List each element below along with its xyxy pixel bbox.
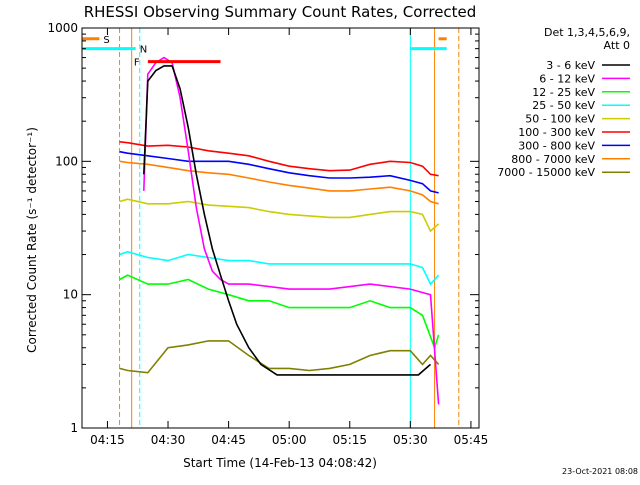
y-tick-label: 1 — [70, 421, 78, 435]
series-line — [119, 141, 439, 177]
x-axis-label: Start Time (14-Feb-13 04:08:42) — [183, 456, 377, 470]
x-tick-label: 05:45 — [454, 433, 489, 447]
legend-header-line-1: Det 1,3,4,5,6,9, — [544, 26, 630, 39]
y-tick-label: 100 — [55, 154, 78, 168]
legend-label: 6 - 12 keV — [539, 72, 595, 85]
legend-label: 3 - 6 keV — [546, 59, 595, 72]
x-tick-label: 04:45 — [211, 433, 246, 447]
series-line — [119, 274, 440, 351]
legend-header-line-2: Att 0 — [604, 39, 630, 52]
series-line — [143, 65, 432, 376]
x-tick-label: 05:00 — [272, 433, 307, 447]
legend-label: 50 - 100 keV — [525, 113, 595, 126]
y-tick-label: 1000 — [47, 21, 78, 35]
series-line — [119, 340, 440, 374]
series-line — [119, 160, 439, 205]
y-axis-label: Corrected Count Rate (s⁻¹ detector⁻¹) — [25, 127, 39, 353]
series-line — [143, 56, 440, 405]
flag-label: S — [103, 35, 109, 46]
flag-label: F — [134, 58, 140, 69]
flag-label: N — [140, 45, 147, 56]
plot-frame — [81, 27, 480, 429]
legend-label: 800 - 7000 keV — [511, 153, 595, 166]
series-line — [119, 198, 440, 233]
y-tick-label: 10 — [63, 288, 78, 302]
x-tick-label: 05:15 — [332, 433, 367, 447]
chart-title: RHESSI Observing Summary Count Rates, Co… — [84, 3, 477, 21]
x-tick-label: 04:30 — [151, 433, 186, 447]
legend-label: 7000 - 15000 keV — [497, 166, 595, 179]
legend-label: 300 - 800 keV — [518, 139, 595, 152]
series-line — [119, 150, 439, 194]
series-line — [119, 250, 440, 286]
legend-label: 12 - 25 keV — [532, 86, 595, 99]
plot-area: S NF 04:15 04:30 04:45 05:00 05:15 05:30 05:45 1 1… — [47, 21, 488, 447]
x-tick-label: 05:30 — [393, 433, 428, 447]
corner-timestamp: 23-Oct-2021 08:08 — [562, 467, 638, 476]
legend-label: 100 - 300 keV — [518, 126, 595, 139]
legend-label: 25 - 50 keV — [532, 99, 595, 112]
x-tick-label: 04:15 — [90, 433, 125, 447]
